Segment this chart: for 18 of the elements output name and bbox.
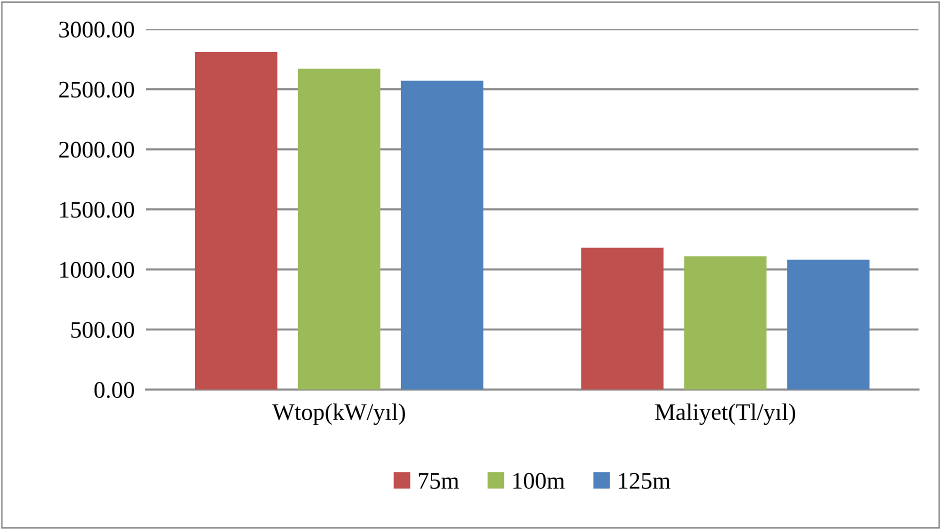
y-tick-label: 2000.00 xyxy=(59,142,134,158)
x-tick-label: Wtop(kW/yıl) xyxy=(272,403,405,425)
bar xyxy=(581,248,664,390)
y-tick-label: 3000.00 xyxy=(59,22,134,38)
legend-label: 75m xyxy=(418,473,459,489)
legend-label: 100m xyxy=(513,472,565,489)
legend-label: 125m xyxy=(619,472,670,489)
y-tick-label: 500.00 xyxy=(71,322,134,338)
x-tick-label: Maliyet(Tl/yıl) xyxy=(655,403,796,425)
y-tick-label: 1500.00 xyxy=(60,202,134,218)
bar xyxy=(298,68,380,390)
y-tick-label: 2500.00 xyxy=(59,82,134,98)
y-tick-label: 1000.00 xyxy=(60,262,134,278)
bar xyxy=(194,52,278,390)
bar xyxy=(400,80,484,390)
bar xyxy=(787,260,870,390)
y-tick-label: 0.00 xyxy=(94,382,134,398)
bar xyxy=(684,256,767,390)
